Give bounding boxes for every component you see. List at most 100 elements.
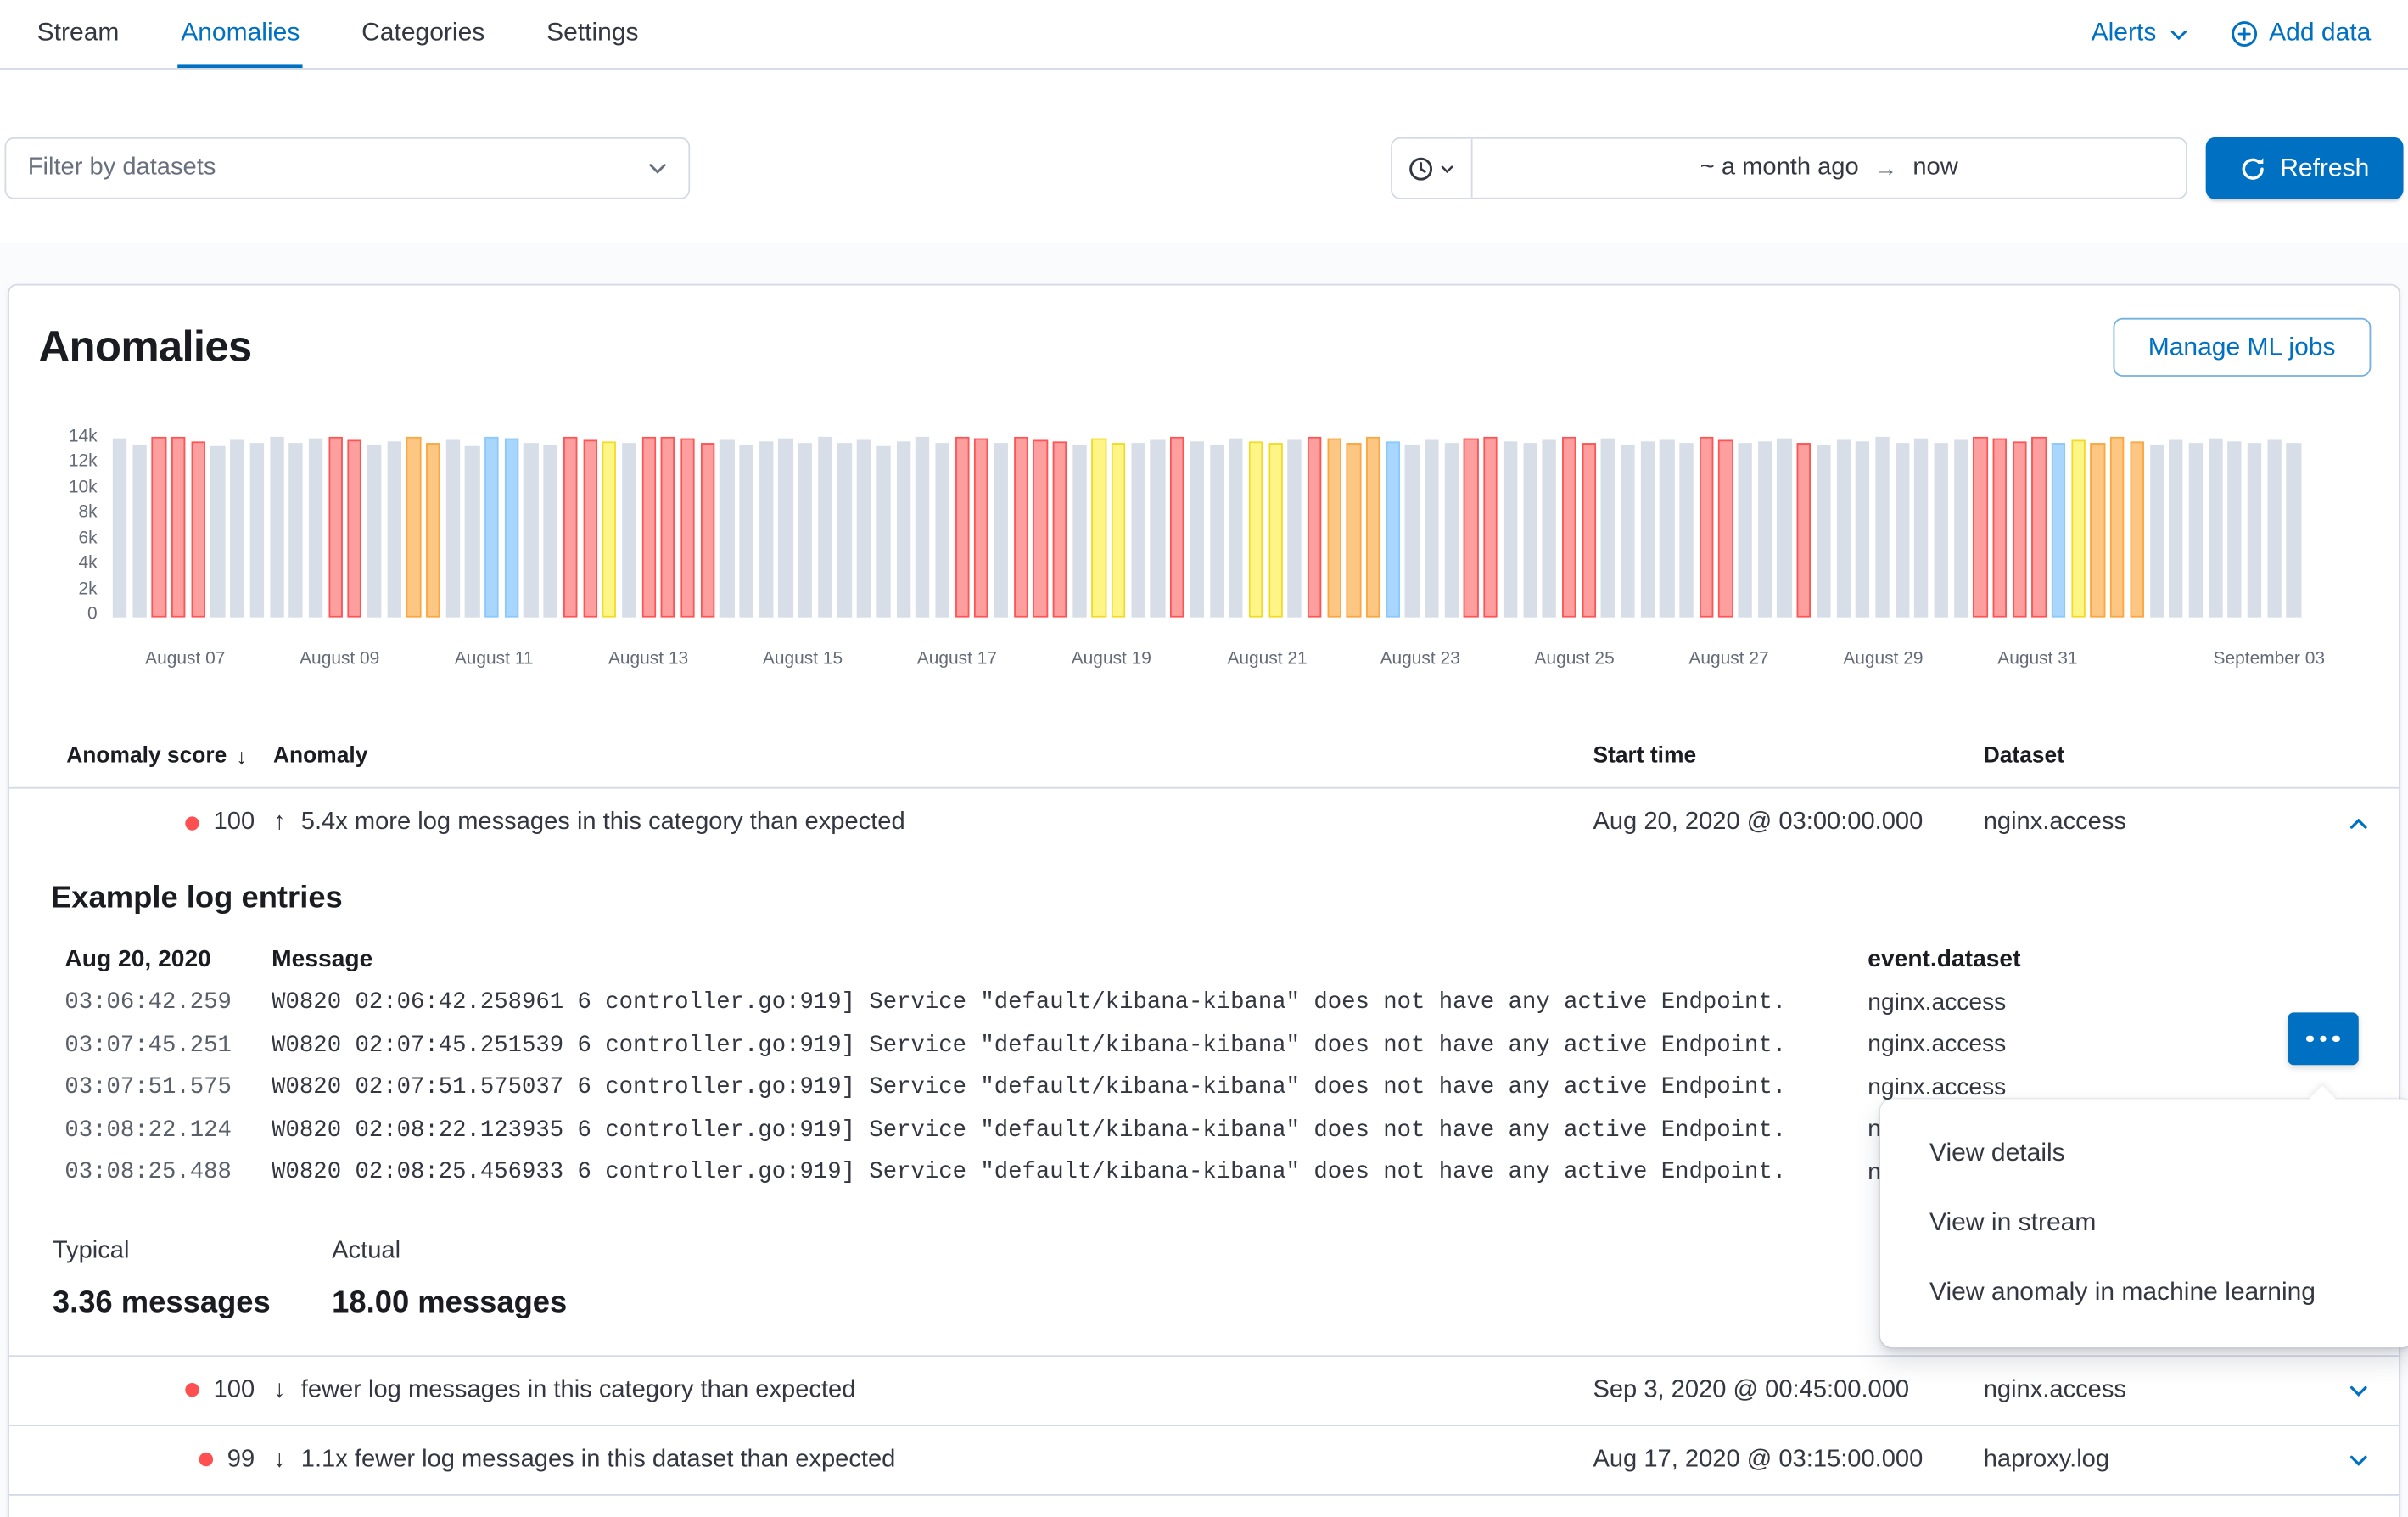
chart-bar-critical [1033,439,1048,618]
chart-bar-no-anomaly [112,439,127,618]
chart-bar-critical [661,436,675,618]
refresh-button[interactable]: Refresh [2205,137,2404,199]
log-message: W0820 02:08:22.123935 6 controller.go:91… [272,1117,1787,1144]
anomalies-histogram-chart: 14k 12k 10k 8k 6k 4k 2k 0 August 07 August 09 Aug… [9,422,2399,681]
view-details-menu-item[interactable]: View details [1929,1139,2065,1167]
x-axis-label: August 09 [300,649,380,669]
chart-bar-critical [1796,442,1812,618]
chart-bar-no-anomaly [720,439,735,618]
chart-bar-critical [1483,436,1498,618]
time-range-start[interactable]: ~ a month ago [1700,154,1859,181]
expand-cell [2314,805,2399,842]
column-header-label: Anomaly score [66,744,227,770]
anomaly-score: 99 [227,1512,255,1517]
chart-bar-no-anomaly [210,445,225,618]
chart-bar-no-anomaly [249,443,265,618]
page-title: Anomalies [38,322,252,372]
anomaly-message: 5.4x more log messages in this category … [300,809,905,836]
expand-row-button[interactable] [2340,1372,2377,1409]
ellipsis-icon [2319,1035,2327,1043]
tab-categories[interactable]: Categories [361,19,485,48]
column-header-start-time: Start time [1593,744,1697,770]
log-message: W0820 02:06:42.258961 6 controller.go:91… [272,989,1787,1016]
anomaly-row[interactable]: 99 ↓ 1x fewer log messages in this datas… [8,1493,2400,1517]
chart-bar-no-anomaly [308,439,323,618]
dataset-filter-select[interactable]: Filter by datasets [4,137,691,199]
alerts-menu-button[interactable]: Alerts [2092,16,2191,52]
severity-dot [185,816,200,831]
x-axis-label: August 15 [762,649,843,669]
chart-bar-critical [974,439,989,618]
y-axis-label: 4k [78,554,98,574]
chart-bar-no-anomaly [2286,442,2301,618]
tab-settings[interactable]: Settings [546,19,639,48]
tab-anomalies[interactable]: Anomalies [177,0,303,69]
x-axis-label: August 31 [1997,649,2078,669]
log-dataset: nginx.access [1868,1031,2007,1058]
expand-row-button[interactable] [2340,1511,2377,1517]
dataset-name: nginx.access [1983,809,2126,836]
chart-bar-critical [680,439,695,618]
chart-bar-critical [1170,437,1184,618]
x-axis-label: August 11 [454,649,534,669]
log-table-header: Aug 20, 2020 Message event.dataset [9,938,2399,982]
log-entry-actions-button[interactable] [2288,1012,2359,1066]
view-in-stream-menu-item[interactable]: View in stream [1929,1208,2097,1237]
time-quick-menu-button[interactable] [1392,138,1473,198]
chart-bar-no-anomaly [2266,439,2282,618]
x-axis-label: August 25 [1534,649,1615,669]
chart-bar-no-anomaly [778,439,793,618]
chart-bar-minor [1091,439,1106,618]
expand-row-button[interactable] [2340,1441,2377,1479]
anomaly-expanded-details: Example log entries Aug 20, 2020 Message… [9,858,2399,1355]
chart-bars [112,436,2317,618]
column-header-anomaly-score[interactable]: Anomaly score ↓ [9,742,273,773]
add-data-button[interactable]: Add data [2231,16,2371,52]
chart-x-axis: August 07 August 09 August 11 August 13 Augu… [113,647,2336,675]
time-range-picker: ~ a month ago → now [1391,137,2187,199]
anomaly-cell: ↓ 1.1x fewer log messages in this datase… [273,1442,1593,1477]
chart-bar-critical [582,439,597,618]
table-header-row: Anomaly score ↓ Anomaly Start time Datas… [8,727,2400,789]
time-range-display[interactable]: ~ a month ago → now [1473,139,2186,198]
chart-bar-no-anomaly [2169,439,2184,618]
time-range-end[interactable]: now [1912,154,1958,181]
anomaly-score-cell: 100 [9,1374,273,1408]
chart-bar-no-anomaly [269,437,284,618]
collapse-row-button[interactable] [2340,805,2377,842]
typical-stat: Typical 3.36 messages [53,1234,332,1324]
chart-bar-no-anomaly [739,445,754,618]
y-axis-label: 2k [78,579,98,599]
manage-ml-jobs-button[interactable]: Manage ML jobs [2112,317,2372,377]
view-anomaly-in-ml-menu-item[interactable]: View anomaly in machine learning [1929,1278,2316,1306]
anomaly-row[interactable]: 100 ↓ fewer log messages in this categor… [8,1355,2400,1425]
chart-bar-no-anomaly [1600,439,1616,618]
chart-bar-critical [1973,436,1988,618]
chart-bar-no-anomaly [2208,439,2223,618]
chart-bar-no-anomaly [288,442,304,618]
log-dataset: nginx.access [1868,1074,2007,1100]
log-timestamp: 03:06:42.259 [64,989,232,1016]
anomaly-cell: ↑ 5.4x more log messages in this categor… [273,806,1593,841]
log-timestamp: 03:08:25.488 [64,1159,232,1186]
chart-bar-major [1346,442,1361,618]
chart-bar-no-anomaly [1738,443,1753,618]
anomaly-row[interactable]: 99 ↓ 1.1x fewer log messages in this dat… [8,1424,2400,1494]
tab-stream[interactable]: Stream [36,19,120,48]
log-timestamp: 03:07:45.251 [64,1032,232,1059]
chart-bar-no-anomaly [1209,445,1224,618]
expand-cell [2314,1441,2399,1479]
chart-bar-critical [1699,437,1714,618]
anomaly-score: 100 [213,809,255,836]
tab-list: Stream Anomalies Categories Settings [34,0,641,69]
chevron-down-icon [2349,1385,2367,1397]
chart-bar-minor [1268,443,1283,618]
x-axis-label: August 27 [1688,649,1769,669]
chart-bar-no-anomaly [1914,439,1929,618]
chart-bar-no-anomaly [837,442,852,618]
anomaly-row[interactable]: 100 ↑ 5.4x more log messages in this cat… [9,789,2399,859]
log-message: W0820 02:08:25.456933 6 controller.go:91… [272,1159,1787,1186]
chart-bar-no-anomaly [1934,442,1949,618]
chart-y-axis: 14k 12k 10k 8k 6k 4k 2k 0 [9,428,98,624]
